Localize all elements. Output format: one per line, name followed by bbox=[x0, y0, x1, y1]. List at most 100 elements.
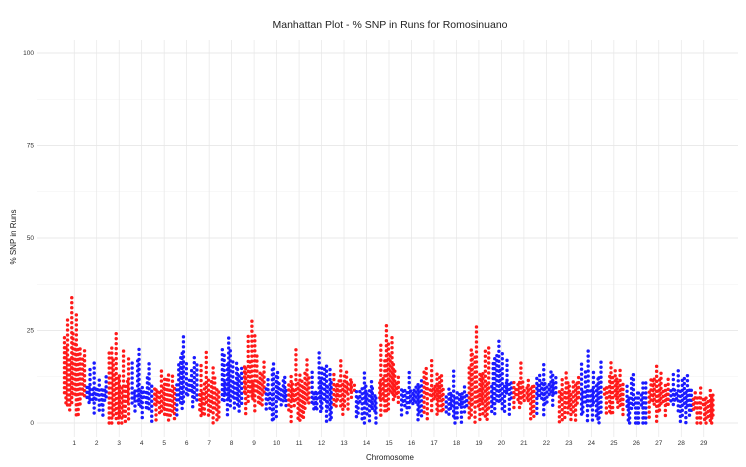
data-point bbox=[604, 411, 609, 415]
data-point bbox=[535, 401, 539, 406]
data-point bbox=[485, 417, 489, 421]
data-point bbox=[554, 381, 558, 385]
data-point bbox=[419, 414, 424, 418]
data-point bbox=[147, 407, 151, 411]
x-tick-label: 5 bbox=[162, 440, 166, 447]
data-point bbox=[493, 381, 497, 386]
data-point bbox=[271, 402, 276, 406]
x-tick-label: 19 bbox=[475, 440, 483, 447]
data-point bbox=[181, 385, 186, 389]
data-point bbox=[576, 385, 581, 390]
data-point bbox=[569, 402, 573, 407]
data-point bbox=[266, 378, 270, 382]
data-point bbox=[68, 408, 72, 412]
data-point bbox=[535, 396, 539, 401]
data-point bbox=[104, 390, 108, 394]
data-point bbox=[349, 380, 354, 385]
data-point bbox=[154, 408, 158, 412]
data-point bbox=[307, 401, 311, 405]
data-point bbox=[192, 355, 196, 360]
data-point bbox=[576, 390, 581, 395]
data-point bbox=[266, 382, 270, 387]
data-point bbox=[604, 401, 609, 405]
data-point bbox=[609, 371, 613, 375]
data-point bbox=[390, 346, 394, 350]
data-point bbox=[88, 367, 92, 372]
data-point bbox=[215, 403, 219, 407]
data-point bbox=[493, 357, 497, 361]
data-point bbox=[121, 379, 126, 383]
data-point bbox=[192, 390, 196, 395]
data-point bbox=[538, 388, 542, 393]
data-point bbox=[425, 402, 429, 406]
x-tick-label: 29 bbox=[700, 440, 708, 447]
data-point bbox=[68, 368, 72, 372]
data-point bbox=[121, 364, 126, 368]
data-point bbox=[170, 374, 175, 378]
data-point bbox=[166, 383, 171, 387]
data-point bbox=[324, 419, 329, 423]
data-point bbox=[107, 351, 111, 355]
data-point bbox=[422, 405, 426, 409]
data-point bbox=[566, 381, 570, 385]
data-point bbox=[554, 386, 558, 390]
data-point bbox=[451, 369, 456, 373]
data-point bbox=[521, 380, 525, 384]
data-point bbox=[177, 363, 181, 367]
data-point bbox=[526, 393, 530, 398]
data-point bbox=[698, 421, 703, 425]
data-point bbox=[687, 413, 692, 417]
data-point bbox=[133, 409, 137, 413]
data-point bbox=[680, 413, 684, 418]
data-point bbox=[126, 412, 131, 416]
data-point bbox=[121, 349, 126, 353]
data-point bbox=[217, 410, 221, 414]
data-point bbox=[393, 394, 397, 398]
data-point bbox=[271, 362, 276, 366]
data-point bbox=[364, 384, 368, 388]
data-point bbox=[137, 382, 141, 387]
data-point bbox=[519, 371, 523, 375]
y-axis-label: % SNP in Runs bbox=[9, 210, 18, 265]
data-point bbox=[121, 359, 126, 363]
data-point bbox=[120, 421, 124, 425]
data-point bbox=[493, 396, 497, 401]
data-point bbox=[320, 386, 324, 390]
data-point bbox=[177, 373, 181, 377]
data-point bbox=[211, 416, 215, 420]
data-point bbox=[636, 391, 641, 395]
data-point bbox=[474, 370, 479, 374]
data-point bbox=[289, 409, 293, 414]
data-point bbox=[107, 416, 111, 420]
data-point bbox=[386, 397, 391, 401]
data-point bbox=[566, 411, 570, 415]
data-point bbox=[644, 406, 648, 410]
data-point bbox=[281, 399, 286, 403]
data-point bbox=[237, 374, 241, 378]
x-tick-label: 8 bbox=[230, 440, 234, 447]
data-point bbox=[202, 407, 207, 411]
data-point bbox=[569, 392, 573, 397]
data-point bbox=[159, 404, 164, 408]
data-point bbox=[374, 421, 378, 425]
data-point bbox=[500, 357, 504, 361]
data-point bbox=[689, 393, 694, 398]
data-point bbox=[435, 372, 439, 376]
data-point bbox=[329, 395, 333, 400]
data-point bbox=[130, 376, 134, 380]
data-point bbox=[439, 384, 444, 388]
data-point bbox=[170, 404, 175, 408]
data-point bbox=[211, 421, 215, 425]
data-point bbox=[473, 420, 477, 424]
data-point bbox=[486, 366, 491, 370]
data-point bbox=[192, 360, 196, 365]
data-point bbox=[605, 386, 609, 390]
data-point bbox=[307, 396, 311, 400]
data-point bbox=[271, 387, 276, 391]
data-point bbox=[405, 411, 409, 415]
data-point bbox=[65, 318, 70, 322]
data-point bbox=[545, 395, 549, 399]
data-point bbox=[644, 386, 648, 390]
data-point bbox=[652, 387, 656, 391]
data-point bbox=[70, 296, 74, 300]
